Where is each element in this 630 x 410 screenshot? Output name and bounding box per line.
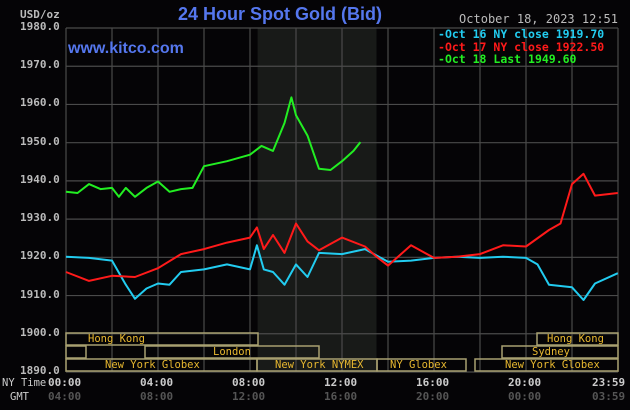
legend-item-oct18: -Oct 18 Last 1949.60 <box>438 52 577 66</box>
session-bar <box>65 345 87 359</box>
session-bar <box>474 358 619 372</box>
session-bar <box>501 345 619 359</box>
gmt-tick: 12:00 <box>232 390 266 403</box>
session-london: London <box>213 346 251 358</box>
y-tick-label: 1970.0 <box>20 58 60 72</box>
chart-title: 24 Hour Spot Gold (Bid) <box>0 4 630 25</box>
legend-item-oct16: -Oct 16 NY close 1919.70 <box>438 27 605 41</box>
gmt-tick: 16:00 <box>324 390 358 403</box>
series-line-0 <box>65 244 619 301</box>
gmt-tick: 20:00 <box>416 390 450 403</box>
gmt-tick: 03:59 <box>592 390 626 403</box>
session-hong-kong-2: Hong Kong <box>547 333 604 345</box>
y-tick-label: 1890.0 <box>20 364 60 377</box>
series-line-2 <box>65 96 362 198</box>
session-new-york-nymex: New York NYMEX <box>275 359 364 371</box>
session-sydney: Sydney <box>532 346 570 358</box>
y-tick-label: 1910.0 <box>20 287 60 301</box>
session-bar <box>65 332 259 346</box>
y-tick-label: 1920.0 <box>20 249 60 263</box>
ny-time-tick: 08:00 <box>232 376 266 389</box>
ny-time-tick: 20:00 <box>508 376 542 389</box>
session-ny-globex: NY Globex <box>390 359 447 371</box>
session-new-york-globex: New York Globex <box>105 359 200 371</box>
timestamp: October 18, 2023 12:51 <box>459 12 618 26</box>
session-bar <box>376 358 467 372</box>
session-new-york-globex-2: New York Globex <box>505 359 600 371</box>
comex-hours-shading <box>257 28 377 372</box>
session-bar <box>144 345 320 359</box>
session-bar <box>536 332 619 346</box>
gmt-tick: 08:00 <box>140 390 174 403</box>
ny-time-label: NY Time <box>2 377 47 389</box>
y-axis-unit: USD/oz <box>20 8 60 21</box>
y-tick-label: 1980.0 <box>20 20 60 33</box>
y-tick-label: 1930.0 <box>20 211 60 225</box>
series-line-1 <box>65 172 618 282</box>
watermark-link[interactable]: www.kitco.com <box>68 40 184 57</box>
ny-time-tick: 00:00 <box>48 376 82 389</box>
y-tick-label: 1940.0 <box>20 172 60 186</box>
ny-time-tick: 12:00 <box>324 376 358 389</box>
gmt-tick: 00:00 <box>508 390 542 403</box>
ny-time-tick: 16:00 <box>416 376 450 389</box>
y-tick-label: 1950.0 <box>20 134 60 148</box>
session-hong-kong: Hong Kong <box>88 333 145 345</box>
legend: -Oct 16 NY close 1919.70 -Oct 17 NY clos… <box>438 28 604 66</box>
ny-time-tick: 23:59 <box>592 376 626 389</box>
legend-item-oct17: -Oct 17 NY close 1922.50 <box>438 39 605 54</box>
gmt-label: GMT <box>10 391 29 403</box>
ny-time-tick: 04:00 <box>140 376 174 389</box>
gmt-tick: 04:00 <box>48 390 82 403</box>
y-tick-label: 1900.0 <box>20 325 60 339</box>
y-tick-label: 1960.0 <box>20 96 60 110</box>
chart-title-text: 24 Hour Spot Gold (Bid) <box>178 4 382 24</box>
